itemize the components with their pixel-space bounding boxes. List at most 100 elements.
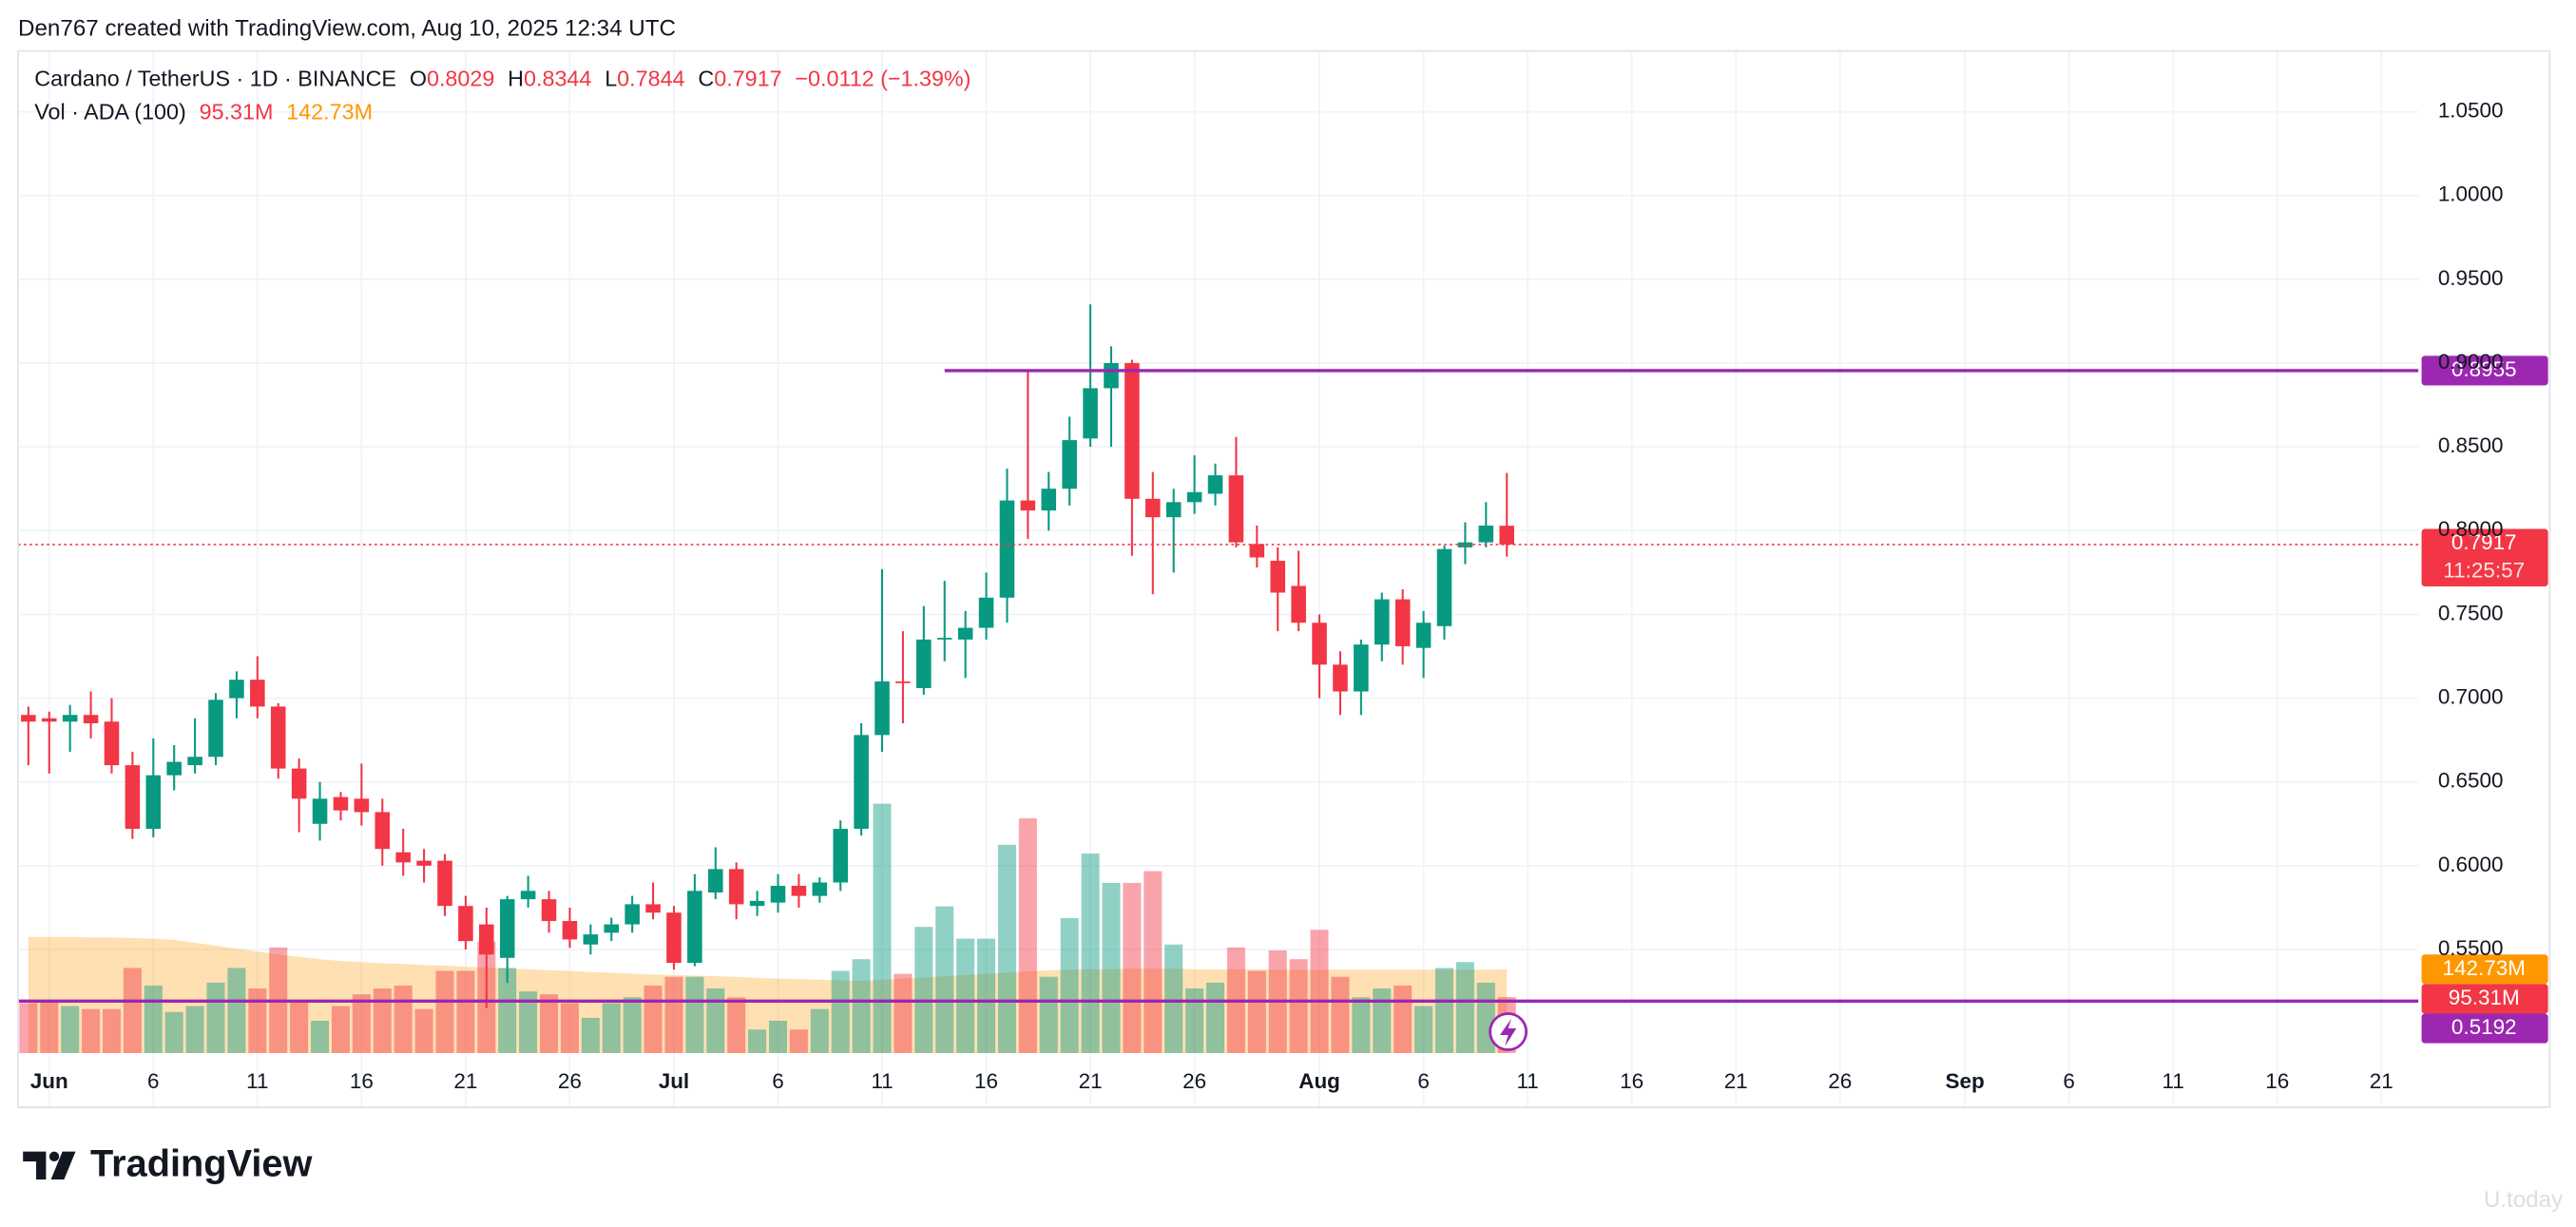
volume-bar bbox=[1206, 982, 1225, 1053]
price-pane bbox=[21, 304, 1514, 1008]
candle-body bbox=[479, 924, 494, 955]
symbol: Cardano / TetherUS · 1D · BINANCE bbox=[34, 67, 396, 91]
y-tick-label: 0.6500 bbox=[2438, 769, 2504, 793]
volume-bar bbox=[164, 1011, 183, 1053]
volume-bar bbox=[352, 994, 371, 1053]
volume-bar bbox=[1455, 962, 1474, 1053]
volume-bar bbox=[1144, 871, 1163, 1053]
volume-bar bbox=[914, 927, 933, 1053]
ohlc-value: 0.7917 bbox=[714, 67, 781, 91]
candle-body bbox=[1457, 542, 1473, 547]
volume-bar bbox=[977, 938, 996, 1053]
candle-body bbox=[833, 829, 848, 883]
volume-ma-area bbox=[28, 936, 1508, 1053]
y-tick-label: 1.0000 bbox=[2438, 182, 2504, 206]
candle-body bbox=[999, 500, 1015, 598]
level-label: 0.5192 bbox=[2451, 1015, 2517, 1039]
x-tick-label: 16 bbox=[350, 1069, 374, 1093]
candle-body bbox=[666, 912, 682, 964]
volume-bar bbox=[810, 1008, 829, 1053]
x-tick-label: 6 bbox=[2063, 1069, 2074, 1093]
volume-bar bbox=[644, 985, 663, 1053]
ohlc-value: 0.7844 bbox=[617, 67, 684, 91]
candle-body bbox=[562, 921, 578, 940]
candle-body bbox=[812, 882, 828, 896]
candle-body bbox=[583, 934, 599, 945]
x-tick-label: Jun bbox=[30, 1069, 68, 1093]
y-tick-label: 0.7500 bbox=[2438, 601, 2504, 624]
logo-mark bbox=[23, 1151, 47, 1180]
volume-bar bbox=[1434, 968, 1453, 1053]
volume-bar bbox=[61, 1006, 80, 1053]
volume-bar bbox=[206, 982, 225, 1053]
x-tick-label: 6 bbox=[1417, 1069, 1429, 1093]
candle-body bbox=[1062, 440, 1077, 489]
candle-body bbox=[416, 860, 432, 866]
candle-body bbox=[541, 899, 557, 922]
candle-body bbox=[1165, 502, 1182, 518]
candle-body bbox=[645, 904, 661, 913]
volume-bar bbox=[789, 1029, 808, 1053]
x-tick-label: Jul bbox=[659, 1069, 689, 1093]
candle-body bbox=[1394, 599, 1411, 646]
x-tick-label: 16 bbox=[1620, 1069, 1644, 1093]
change: −0.0112 (−1.39%) bbox=[795, 67, 971, 91]
logo-mark bbox=[50, 1151, 76, 1180]
volume-bar bbox=[1289, 959, 1308, 1053]
candle-body bbox=[520, 891, 536, 900]
last-price-label-box bbox=[2421, 528, 2548, 587]
volume-bar bbox=[664, 976, 683, 1053]
x-tick-label: Sep bbox=[1946, 1069, 1985, 1093]
candle-body bbox=[687, 891, 702, 964]
ohlc-key: L bbox=[605, 67, 617, 91]
y-tick-label: 0.9500 bbox=[2438, 266, 2504, 290]
volume-bar bbox=[1310, 930, 1329, 1053]
volume-bar bbox=[1247, 970, 1266, 1053]
candle-body bbox=[312, 798, 328, 824]
volume-bar bbox=[1352, 997, 1371, 1053]
volume-bar bbox=[1123, 882, 1142, 1053]
volume-bar bbox=[873, 803, 892, 1053]
volume-bar bbox=[435, 970, 454, 1053]
candle-body bbox=[1125, 363, 1140, 499]
candle-body bbox=[250, 680, 265, 707]
volume-bar bbox=[1081, 853, 1100, 1053]
ohlc-key: C bbox=[698, 67, 714, 91]
volume-bar bbox=[331, 1006, 350, 1053]
candle-body bbox=[187, 757, 202, 766]
volume-bar bbox=[581, 1017, 600, 1053]
volume-bar bbox=[227, 968, 246, 1053]
volume-bar bbox=[248, 988, 267, 1053]
x-tick-label: 26 bbox=[558, 1069, 582, 1093]
volume-bar bbox=[1331, 976, 1350, 1053]
candle-body bbox=[291, 768, 307, 799]
y-tick-label: 0.9000 bbox=[2438, 350, 2504, 374]
volume-bar bbox=[685, 976, 704, 1053]
candle-body bbox=[333, 796, 349, 811]
volume-ma-label: 142.73M bbox=[2443, 956, 2526, 980]
candle-body bbox=[916, 639, 932, 689]
volume-bar bbox=[40, 1000, 59, 1053]
volume-bar bbox=[456, 970, 475, 1053]
candle-body bbox=[499, 899, 515, 958]
candle-body bbox=[625, 904, 640, 925]
volume-bar bbox=[290, 1000, 309, 1053]
volume-bar bbox=[997, 844, 1016, 1053]
candle-body bbox=[1374, 599, 1390, 645]
watermark: U.today bbox=[2484, 1187, 2564, 1213]
candle-body bbox=[458, 906, 473, 942]
volume-ma-label-box bbox=[2421, 954, 2548, 985]
y-tick-label: 0.8500 bbox=[2438, 433, 2504, 457]
volume-label-box bbox=[2421, 984, 2548, 1014]
x-tick-label: 11 bbox=[2163, 1069, 2184, 1093]
volume-ma-value: 142.73M bbox=[286, 99, 373, 124]
x-tick-label: 11 bbox=[246, 1069, 268, 1093]
candle-body bbox=[1020, 500, 1036, 511]
x-tick-label: 16 bbox=[974, 1069, 998, 1093]
candle-body bbox=[770, 886, 786, 903]
volume-name: Vol · ADA (100) bbox=[34, 99, 185, 124]
volume-bar bbox=[498, 968, 517, 1053]
candle-body bbox=[62, 715, 78, 722]
candle-body bbox=[375, 812, 391, 850]
